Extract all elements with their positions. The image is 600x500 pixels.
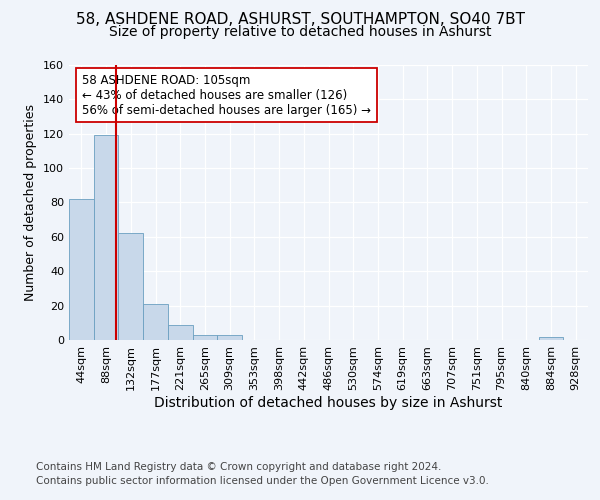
Bar bbox=[539, 336, 563, 340]
Bar bbox=[168, 324, 193, 340]
Bar bbox=[118, 234, 143, 340]
Y-axis label: Number of detached properties: Number of detached properties bbox=[25, 104, 37, 301]
X-axis label: Distribution of detached houses by size in Ashurst: Distribution of detached houses by size … bbox=[154, 396, 503, 409]
Text: 58 ASHDENE ROAD: 105sqm
← 43% of detached houses are smaller (126)
56% of semi-d: 58 ASHDENE ROAD: 105sqm ← 43% of detache… bbox=[82, 74, 371, 116]
Text: Size of property relative to detached houses in Ashurst: Size of property relative to detached ho… bbox=[109, 25, 491, 39]
Bar bbox=[193, 335, 217, 340]
Bar bbox=[143, 304, 168, 340]
Text: 58, ASHDENE ROAD, ASHURST, SOUTHAMPTON, SO40 7BT: 58, ASHDENE ROAD, ASHURST, SOUTHAMPTON, … bbox=[76, 12, 524, 28]
Bar bbox=[217, 335, 242, 340]
Bar bbox=[69, 199, 94, 340]
Text: Contains public sector information licensed under the Open Government Licence v3: Contains public sector information licen… bbox=[36, 476, 489, 486]
Bar bbox=[94, 136, 118, 340]
Text: Contains HM Land Registry data © Crown copyright and database right 2024.: Contains HM Land Registry data © Crown c… bbox=[36, 462, 442, 472]
